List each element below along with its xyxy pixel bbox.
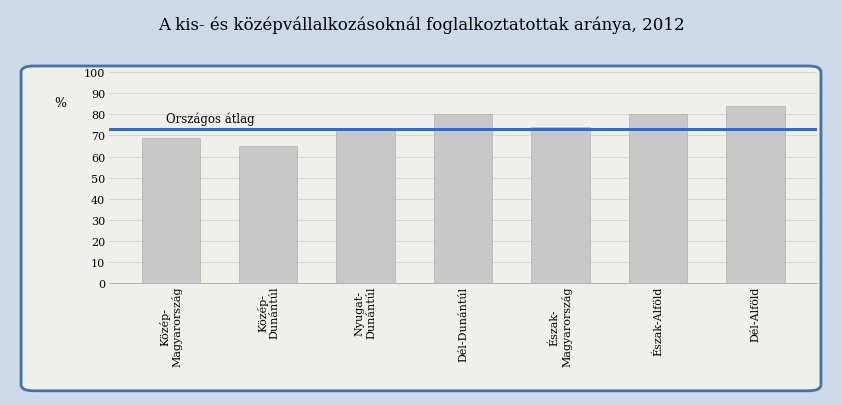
Text: Országos átlag: Országos átlag [166,113,254,126]
Bar [337,130,395,284]
Bar [726,107,785,284]
Bar [141,138,200,284]
Text: %: % [55,97,67,110]
FancyBboxPatch shape [21,67,821,391]
Bar [531,128,589,284]
Text: A kis- és középvállalkozásoknál foglalkoztatottak aránya, 2012: A kis- és középvállalkozásoknál foglalko… [157,16,685,34]
Bar [629,115,687,284]
Bar [434,115,493,284]
Bar [239,147,297,284]
